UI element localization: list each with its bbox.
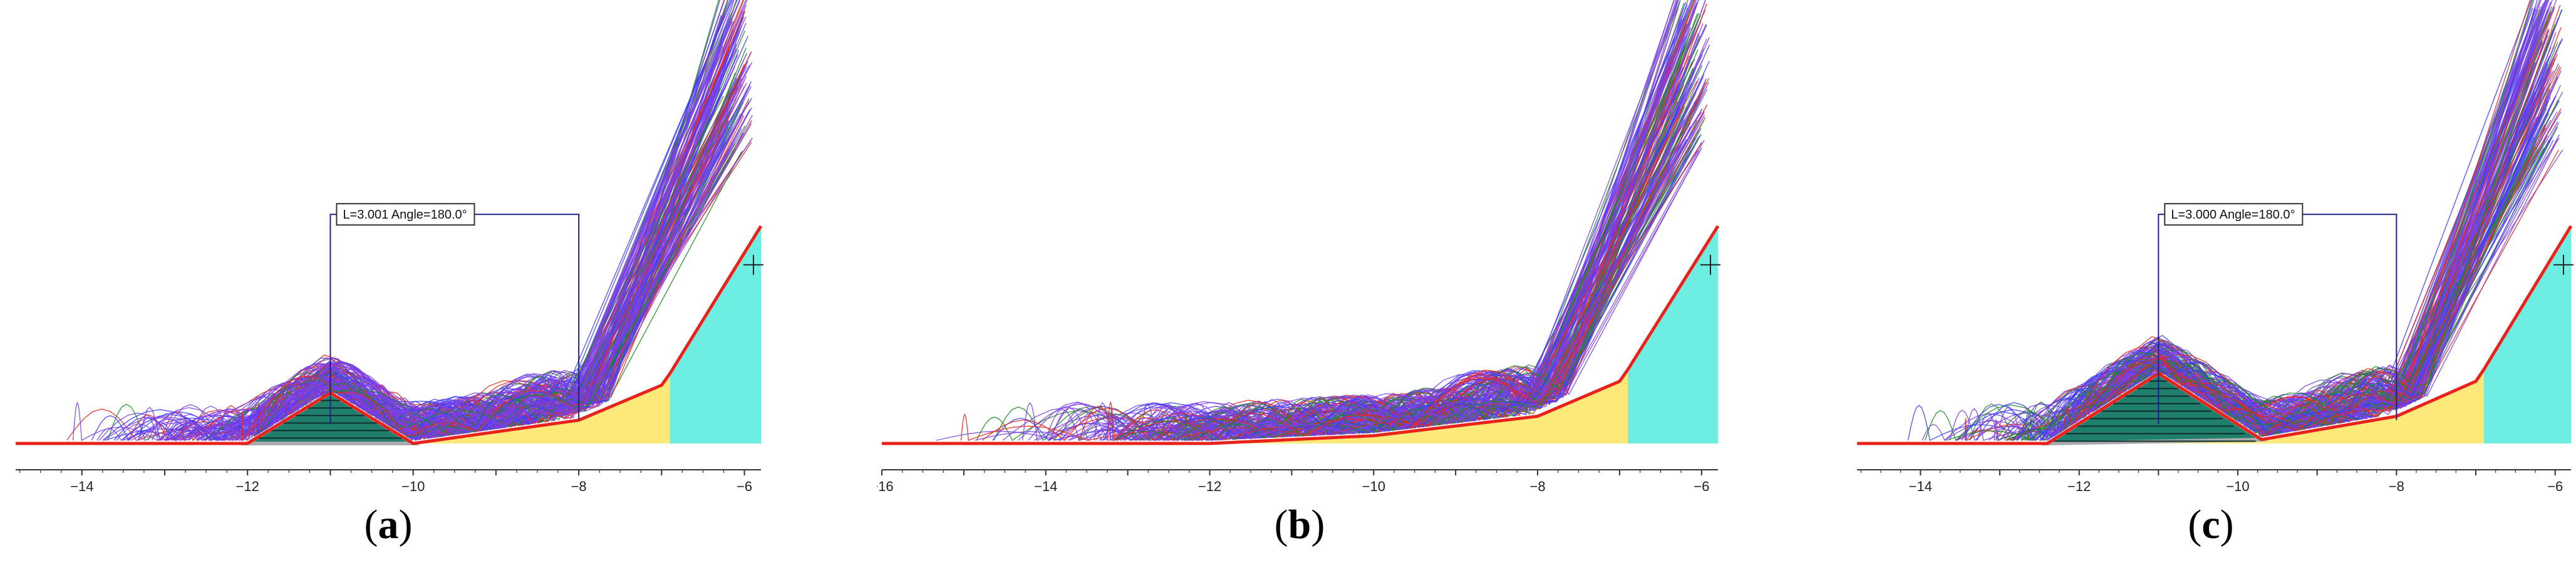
caption-c: (c) [2148,501,2273,549]
trajectory-line [241,51,752,442]
trajectory-line [1172,44,1687,441]
caption-c-open: ( [2188,502,2202,547]
trajectory-line [1018,56,1687,441]
trajectory-line [138,83,747,442]
trajectory-line [1956,60,2533,441]
ground-profile-line [16,225,763,445]
x-tick-label: −10 [401,479,425,494]
trajectory-line [1922,24,2534,442]
panel-c: L=3.000 Angle=180.0° −14 −12 −10 −8 −6 [1854,0,2574,495]
trajectory-line [1255,131,1693,439]
caption-b-open: ( [1274,502,1288,547]
trajectory-line [1216,147,1702,441]
panel-a: L=3.001 Angle=180.0° −14 −12 −10 −8 −6 [13,0,764,495]
trajectory-line [1132,108,1703,441]
trajectory-line [993,47,1678,442]
trajectory-line [2168,39,2543,426]
bedrock-region [2483,225,2571,443]
trajectory-line [2021,135,2538,442]
trajectory-line [1067,0,1700,441]
trajectory-line [128,89,723,441]
trajectory-line [1176,71,1679,441]
caption-c-letter: c [2201,502,2220,547]
trajectory-line [1147,0,1694,442]
measurement-label: L=3.000 Angle=180.0° [2171,208,2295,222]
caption-a-close: ) [398,502,413,547]
trajectory-line [1028,0,1679,441]
x-tick-label: −10 [1362,479,1385,494]
trajectory-line [324,96,724,428]
caption-b-letter: b [1288,502,1311,547]
x-tick-label: −14 [70,479,93,494]
x-tick-label: −8 [1530,479,1546,494]
trajectory-line [2061,144,2547,432]
trajectory-line [2108,6,2555,435]
trajectory-line [1050,14,1687,442]
trajectory-line [1101,4,1688,441]
caption-a: (a) [326,501,451,549]
x-tick-label: −8 [2389,479,2404,494]
trajectory-line [1173,39,1681,441]
bedrock-region [1628,225,1718,443]
trajectory-line [1139,9,1706,442]
measurement-label: L=3.001 Angle=180.0° [343,208,467,222]
trajectory-line [1110,13,1690,441]
chart-c: L=3.000 Angle=180.0° −14 −12 −10 −8 −6 [1857,0,2573,494]
trajectory-line [1159,81,1698,442]
trajectory-line [1002,18,1682,441]
x-tick-label: −12 [2067,479,2091,494]
trajectory-line [1063,0,1675,441]
trajectory-line [1975,29,2532,441]
trajectory-line [975,7,1689,441]
x-tick-label: −6 [2547,479,2563,494]
measurement-label-box [336,203,475,226]
trajectory-line [1244,66,1688,439]
panel-b: −16 −14 −12 −10 −8 −6 [877,0,1722,495]
caption-c-close: ) [2220,502,2234,547]
trajectory-line [2182,42,2541,431]
ground-profile-line [882,225,1720,445]
trajectory-line [1977,81,2535,442]
caption-b-close: ) [1311,502,1325,547]
trajectory-line [1079,0,1677,441]
trajectory-line [91,49,740,442]
trajectory-line [1048,0,1678,441]
x-tick-label: −12 [1198,479,1221,494]
trajectory-line [1184,92,1695,442]
slope-region [882,370,1628,443]
bedrock-region [670,225,761,443]
trajectory-line [976,68,1694,442]
trajectory-line [1113,49,1699,441]
trajectory-line [242,0,741,441]
trajectory-line [2087,9,2548,436]
chart-a: L=3.001 Angle=180.0° −14 −12 −10 −8 −6 [16,0,763,494]
caption-a-letter: a [378,502,399,547]
measurement-label-box [2164,203,2304,226]
trajectory-line [1117,7,1679,442]
x-tick-label: −12 [236,479,259,494]
trajectory-line [2087,51,2537,430]
chart-b: −16 −14 −12 −10 −8 −6 [877,0,1720,494]
x-tick-label: −16 [877,479,894,494]
trajectory-line [123,83,743,441]
caption-a-open: ( [364,502,378,547]
trajectory-line [960,105,1684,441]
caption-b: (b) [1237,501,1362,549]
trajectory-line [1060,0,1679,441]
x-tick-label: −14 [1909,479,1932,494]
ground-profile-line [1857,225,2573,445]
trajectory-line [2016,113,2542,441]
x-tick-label: −14 [1034,479,1057,494]
x-tick-label: −6 [1694,479,1709,494]
x-tick-label: −6 [737,479,752,494]
trajectory-line [2116,71,2552,430]
trajectory-line [1143,19,1684,441]
trajectory-line [200,131,721,441]
x-tick-label: −10 [2226,479,2249,494]
trajectory-line [291,109,750,438]
x-tick-label: −8 [571,479,587,494]
